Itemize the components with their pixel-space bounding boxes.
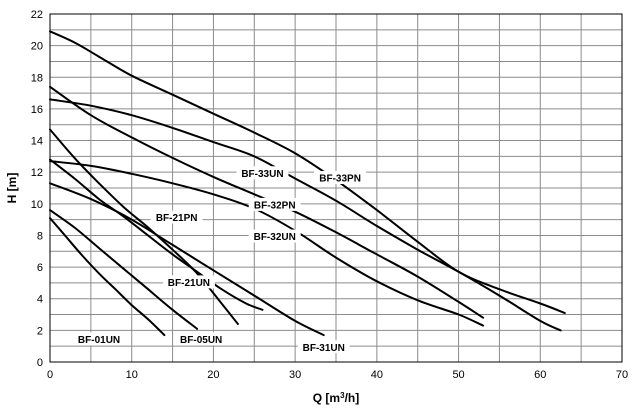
curve-bf-33un: [49, 98, 562, 332]
grid: [49, 13, 623, 363]
plot-frame: [49, 13, 623, 363]
curve-bf-21un: [49, 158, 264, 311]
curve-label-group: BF-21UN: [162, 275, 215, 289]
curve-label-background: [236, 166, 289, 180]
x-tick-label: 20: [207, 369, 219, 381]
curve-bf-01un: [49, 217, 166, 337]
y-tick-label: 14: [31, 136, 43, 148]
x-tick-label: 0: [47, 369, 53, 381]
curve-bf-31un: [49, 182, 325, 337]
curve-label-group: BF-21PN: [150, 210, 203, 224]
curve-label-background: [73, 332, 126, 346]
curve-bf-05un: [49, 209, 199, 330]
curve-label-group: BF-05UN: [175, 332, 228, 346]
y-tick-label: 22: [31, 9, 43, 21]
curve-label-group: BF-33PN: [314, 171, 367, 185]
y-tick-label: 6: [37, 262, 43, 274]
curve-label-group: BF-31UN: [297, 340, 350, 354]
x-axis-title-tail: /h]: [345, 391, 360, 405]
y-tick-label: 8: [37, 230, 43, 242]
x-tick-label: 70: [616, 369, 628, 381]
x-tick-label: 30: [289, 369, 301, 381]
x-tick-label: 60: [534, 369, 546, 381]
y-tick-label: 20: [31, 41, 43, 53]
x-axis-title-sup: 3: [340, 391, 345, 400]
curve-label-group: BF-32PN: [248, 197, 301, 211]
x-axis-title: Q [m3/h]: [313, 391, 359, 406]
curve-label-background: [248, 197, 301, 211]
curve-label: BF-21PN: [156, 213, 198, 224]
curve-label-background: [175, 332, 228, 346]
x-axis-title-main: Q [m: [313, 391, 340, 405]
y-tick-label: 10: [31, 199, 43, 211]
curve-label: BF-32PN: [254, 200, 296, 211]
curve-label-group: BF-01UN: [73, 332, 126, 346]
x-tick-label: 40: [371, 369, 383, 381]
y-tick-label: 0: [37, 357, 43, 369]
curve-label: BF-32UN: [254, 232, 296, 243]
curve-label: BF-33PN: [319, 174, 361, 185]
curve-label: BF-21UN: [168, 278, 210, 289]
x-tick-label: 10: [126, 369, 138, 381]
curve-bf-33pn: [49, 30, 566, 314]
tick-labels: 0 10 20 30 40 50 60 70 0 2 4 6 8 10 12 14 16 18 20 22: [31, 9, 628, 381]
curve-label: BF-33UN: [241, 169, 283, 180]
curve-label-background: [248, 229, 301, 243]
curve-labels: BF-01UN BF-05UN BF-21UN BF-21PN BF-31UN BF-32…: [73, 166, 367, 354]
curve-label: BF-31UN: [303, 343, 345, 354]
curve-label-background: [297, 340, 350, 354]
curve-label: BF-05UN: [180, 335, 222, 346]
y-axis-title: H [m]: [5, 173, 19, 204]
y-tick-label: 4: [37, 294, 43, 306]
y-tick-label: 12: [31, 167, 43, 179]
x-tick-label: 50: [452, 369, 464, 381]
curve-label-background: [150, 210, 203, 224]
curve-label: BF-01UN: [78, 335, 120, 346]
curve-label-group: BF-33UN: [236, 166, 289, 180]
y-tick-label: 16: [31, 104, 43, 116]
curve-label-background: [162, 275, 215, 289]
curve-label-background: [314, 171, 367, 185]
curve-label-group: BF-32UN: [248, 229, 301, 243]
y-tick-label: 18: [31, 72, 43, 84]
curve-bf-32un: [49, 160, 485, 327]
y-tick-label: 2: [37, 325, 43, 337]
